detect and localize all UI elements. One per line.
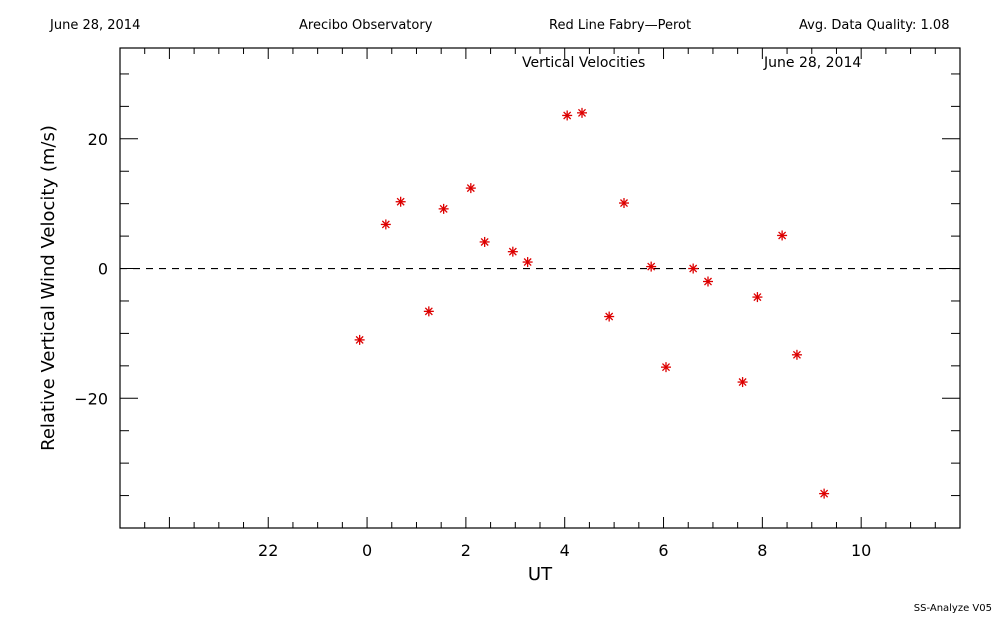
plot-frame	[119, 47, 961, 529]
data-point	[423, 306, 434, 317]
y-tick-label: −20	[74, 389, 108, 408]
data-point	[438, 203, 449, 214]
x-tick-labels: 22 0 2 4 6 8 10	[258, 541, 871, 560]
header-date: June 28, 2014	[50, 18, 141, 33]
header-data-quality: Avg. Data Quality: 1.08	[799, 18, 950, 33]
data-point	[577, 107, 587, 118]
data-point	[646, 261, 657, 272]
data-point	[354, 334, 365, 345]
data-point	[604, 311, 615, 322]
axis-ticks	[120, 48, 960, 528]
x-tick-label: 8	[757, 541, 767, 560]
data-point	[737, 377, 748, 388]
data-point	[507, 246, 518, 257]
data-point	[791, 349, 802, 360]
x-tick-label: 4	[560, 541, 570, 560]
y-tick-labels: 20 0 −20	[74, 130, 108, 408]
data-point	[395, 196, 406, 207]
data-point	[619, 198, 629, 209]
x-tick-label: 6	[658, 541, 668, 560]
plot-title: Vertical Velocities	[522, 55, 645, 71]
data-point	[752, 292, 763, 303]
software-version: SS-Analyze V05	[913, 603, 992, 614]
header-observatory: Arecibo Observatory	[299, 18, 433, 33]
x-tick-label: 10	[851, 541, 871, 560]
data-point	[688, 263, 699, 274]
data-point	[819, 488, 830, 499]
header-instrument: Red Line Fabry—Perot	[549, 18, 692, 33]
x-tick-label: 22	[258, 541, 278, 560]
data-point	[479, 236, 490, 247]
y-tick-label: 20	[88, 130, 108, 149]
x-tick-label: 2	[461, 541, 471, 560]
x-tick-label: 0	[362, 541, 372, 560]
data-point	[465, 183, 476, 194]
y-tick-label: 0	[98, 260, 108, 279]
data-point	[703, 276, 713, 287]
data-point	[661, 362, 671, 373]
y-axis-label: Relative Vertical Wind Velocity (m/s)	[38, 125, 59, 451]
data-point	[777, 230, 788, 241]
data-points	[354, 107, 830, 499]
data-point	[522, 257, 533, 268]
data-point	[380, 219, 391, 230]
data-point	[562, 110, 573, 121]
x-axis-label: UT	[528, 564, 553, 585]
plot-subtitle: June 28, 2014	[763, 55, 861, 71]
